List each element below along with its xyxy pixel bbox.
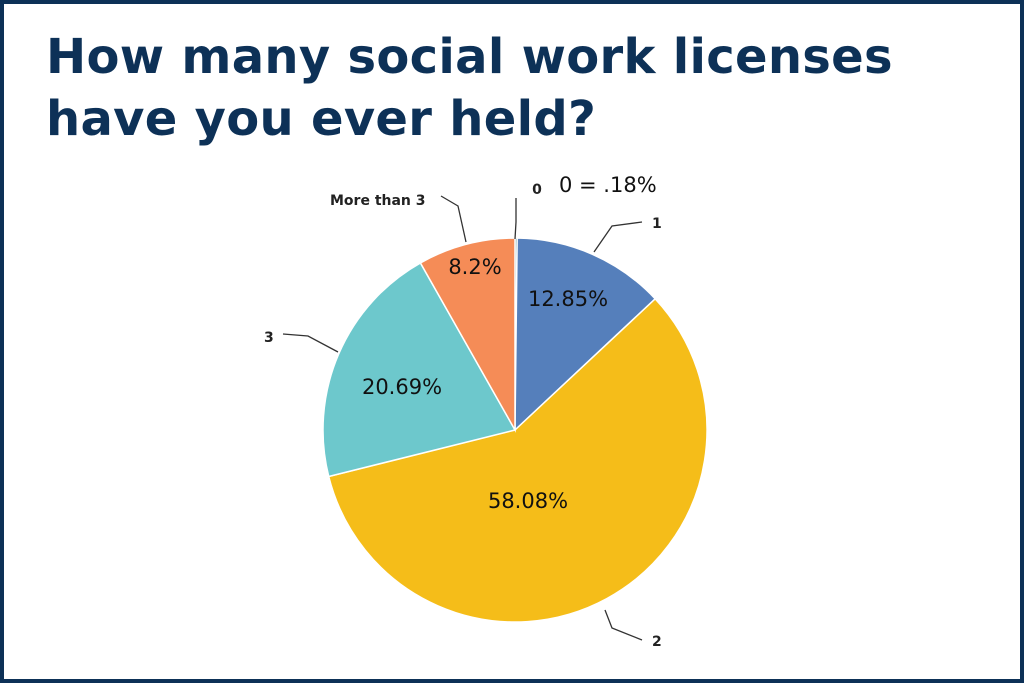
leader-line-0 [514,198,517,240]
chart-title: How many social work licenses have you e… [46,29,893,147]
leader-line-1 [593,221,643,253]
category-label-3: 3 [264,330,274,346]
chart-annotation: 0 = .18% [559,173,657,197]
pie-slice-3 [322,261,517,478]
slice-value-label-2: 58.08% [488,489,568,513]
category-label-0: 0 [532,182,542,198]
pie-slice-more-than-3 [419,237,516,433]
slice-value-label-3: 20.69% [362,375,442,399]
pie-slice-1 [514,237,657,432]
leader-line-3 [282,333,339,353]
leader-line-2 [604,609,643,641]
category-label-more-than-3: More than 3 [330,193,426,209]
slice-value-label-1: 12.85% [528,287,608,311]
pie-slice-2 [327,297,708,623]
category-label-1: 1 [652,216,662,232]
category-label-2: 2 [652,634,662,650]
leader-line-more-than-3 [440,195,467,243]
slice-value-label-more-than-3: 8.2% [448,255,501,279]
